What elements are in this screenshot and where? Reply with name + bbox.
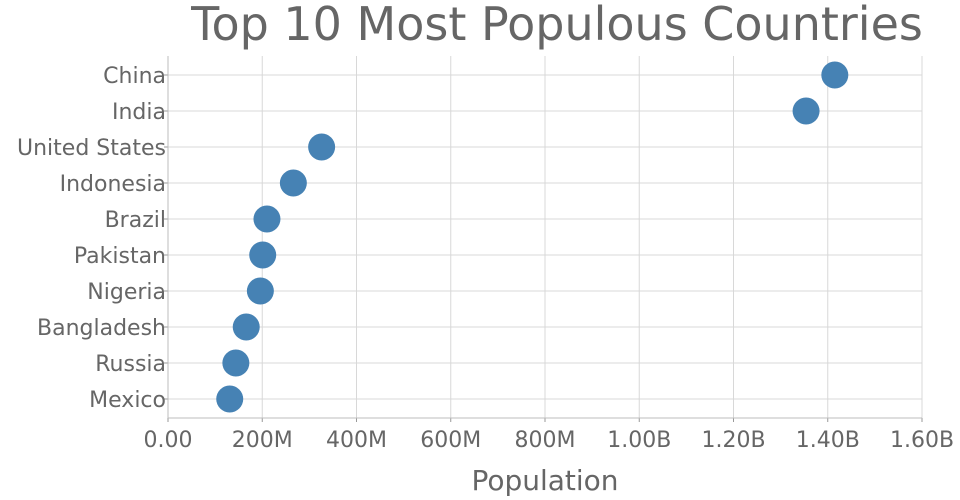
data-point-russia: [222, 349, 250, 377]
y-category-label-3: Indonesia: [60, 172, 166, 197]
data-point-brazil: [253, 205, 281, 233]
data-point-bangladesh: [232, 313, 260, 341]
x-tick-label-7: 1.40B: [796, 428, 860, 453]
y-category-label-2: United States: [17, 136, 166, 161]
y-category-label-4: Brazil: [105, 208, 166, 233]
point-layer: [216, 61, 849, 413]
x-tick-label-3: 600M: [420, 428, 481, 453]
data-point-nigeria: [246, 277, 274, 305]
data-point-pakistan: [249, 241, 277, 269]
data-point-china: [821, 61, 849, 89]
x-axis-title: Population: [471, 464, 618, 497]
x-tick-label-1: 200M: [232, 428, 293, 453]
x-tick-label-2: 400M: [326, 428, 387, 453]
y-category-label-1: India: [112, 100, 166, 125]
x-tick-label-5: 1.00B: [607, 428, 671, 453]
y-category-label-0: China: [103, 64, 166, 89]
y-category-label-7: Bangladesh: [37, 316, 166, 341]
y-category-label-6: Nigeria: [87, 280, 166, 305]
y-category-label-5: Pakistan: [74, 244, 166, 269]
data-point-indonesia: [279, 169, 307, 197]
chart-title: Top 10 Most Populous Countries: [190, 0, 923, 51]
label-layer: 0.00 200M 400M 600M 800M 1.00B 1.20B 1.40B 1.60B…: [17, 64, 954, 453]
axis-layer: [164, 56, 923, 422]
x-tick-label-0: 0.00: [144, 428, 193, 453]
data-point-united-states: [308, 133, 336, 161]
grid-layer: [167, 56, 923, 418]
data-point-mexico: [216, 385, 244, 413]
y-category-label-8: Russia: [95, 352, 166, 377]
data-point-india: [792, 97, 820, 125]
x-tick-label-4: 800M: [515, 428, 576, 453]
x-tick-label-8: 1.60B: [890, 428, 954, 453]
x-tick-label-6: 1.20B: [701, 428, 765, 453]
y-category-label-9: Mexico: [89, 388, 166, 413]
